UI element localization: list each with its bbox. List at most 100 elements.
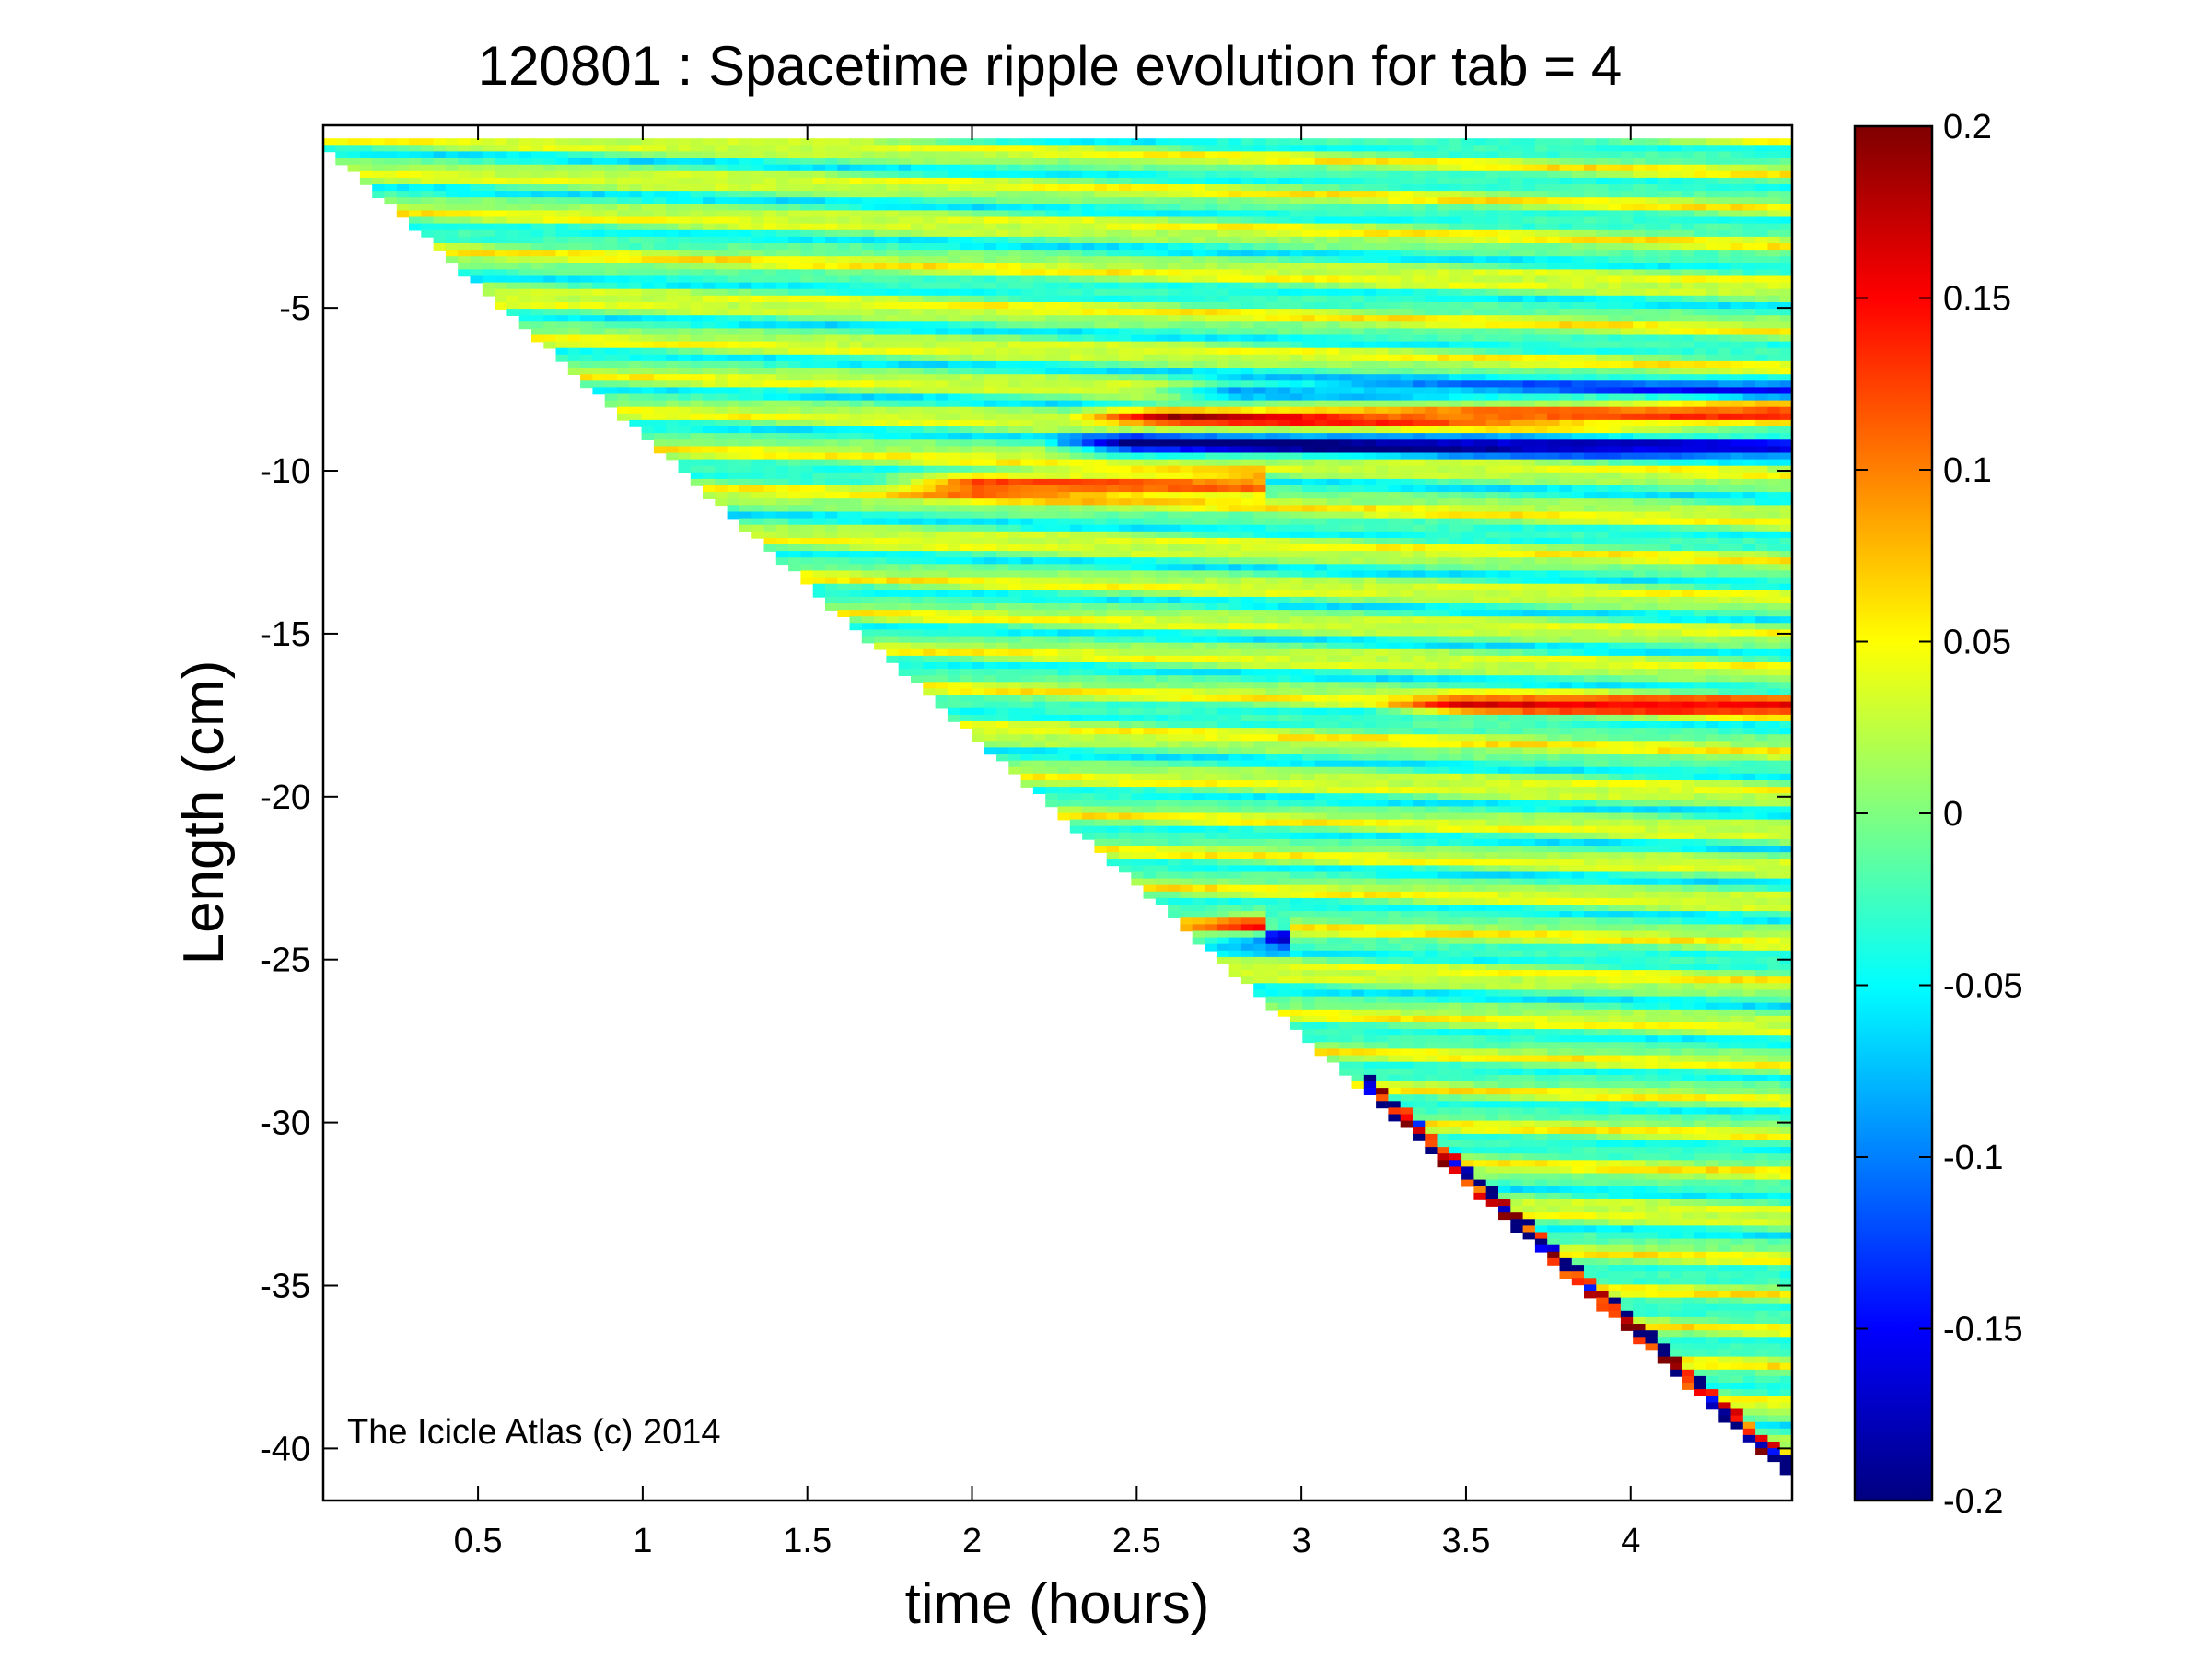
heatmap-cell xyxy=(1143,184,1157,192)
heatmap-cell xyxy=(1106,478,1120,486)
heatmap-cell xyxy=(1155,452,1169,461)
heatmap-cell xyxy=(984,275,997,284)
heatmap-cell xyxy=(911,216,925,225)
heatmap-cell xyxy=(1143,328,1157,336)
heatmap-cell xyxy=(1069,413,1083,421)
heatmap-cell xyxy=(935,406,949,415)
heatmap-cell xyxy=(739,177,752,185)
heatmap-cell xyxy=(690,236,704,244)
heatmap-cell xyxy=(825,531,839,539)
heatmap-cell xyxy=(775,243,789,251)
heatmap-cell xyxy=(1082,610,1096,617)
heatmap-cell xyxy=(543,334,557,343)
heatmap-cell xyxy=(1119,380,1133,389)
heatmap-cell xyxy=(1106,419,1120,427)
heatmap-cell xyxy=(739,138,752,146)
heatmap-cell xyxy=(1205,616,1218,625)
heatmap-cell xyxy=(666,151,680,159)
heatmap-cell xyxy=(641,406,655,415)
heatmap-cell xyxy=(911,374,925,382)
heatmap-cell xyxy=(1205,675,1218,683)
heatmap-cell xyxy=(886,636,900,644)
heatmap-cell xyxy=(1082,734,1096,742)
heatmap-cell xyxy=(567,368,581,375)
heatmap-cell xyxy=(984,623,997,631)
heatmap-cell xyxy=(739,465,752,473)
heatmap-cell xyxy=(1168,295,1182,303)
heatmap-cell xyxy=(1020,669,1034,676)
heatmap-cell xyxy=(861,583,875,591)
heatmap-cell xyxy=(1119,819,1133,827)
heatmap-cell xyxy=(775,256,789,264)
heatmap-cell xyxy=(482,256,495,264)
heatmap-cell xyxy=(1192,812,1205,821)
heatmap-cell xyxy=(1205,937,1218,945)
heatmap-cell xyxy=(947,328,960,336)
heatmap-cell xyxy=(641,321,655,330)
heatmap-cell xyxy=(1217,682,1230,690)
heatmap-cell xyxy=(1192,328,1205,336)
heatmap-cell xyxy=(1217,419,1230,427)
heatmap-cell xyxy=(1168,754,1182,762)
heatmap-cell xyxy=(1205,341,1218,349)
heatmap-cell xyxy=(947,433,960,440)
heatmap-cell xyxy=(458,250,472,257)
heatmap-cell xyxy=(715,164,728,172)
heatmap-cell xyxy=(703,263,716,271)
heatmap-cell xyxy=(1131,537,1145,545)
heatmap-cell xyxy=(1069,393,1083,402)
heatmap-cell xyxy=(567,191,581,198)
heatmap-cell xyxy=(1205,728,1218,735)
heatmap-cell xyxy=(972,439,985,448)
heatmap-cell xyxy=(837,295,851,303)
heatmap-cell xyxy=(837,341,851,349)
heatmap-cell xyxy=(960,623,973,631)
heatmap-cell xyxy=(1094,426,1108,434)
heatmap-cell xyxy=(1168,204,1182,212)
heatmap-cell xyxy=(580,302,594,310)
heatmap-cell xyxy=(825,210,839,218)
heatmap-cell xyxy=(1106,138,1120,146)
heatmap-cell xyxy=(923,544,937,552)
heatmap-cell xyxy=(800,524,814,532)
heatmap-cell xyxy=(727,419,740,427)
heatmap-cell xyxy=(935,551,949,558)
heatmap-cell xyxy=(1094,288,1108,297)
heatmap-cell xyxy=(972,590,985,598)
heatmap-cell xyxy=(1069,655,1083,663)
heatmap-cell xyxy=(384,184,398,192)
heatmap-cell xyxy=(1032,413,1046,421)
heatmap-cell xyxy=(1094,164,1108,172)
heatmap-cell xyxy=(947,229,960,238)
heatmap-cell xyxy=(960,439,973,448)
heatmap-cell xyxy=(1057,655,1071,663)
heatmap-cell xyxy=(1205,360,1218,368)
heatmap-cell xyxy=(960,544,973,552)
heatmap-cell xyxy=(739,263,752,271)
heatmap-cell xyxy=(1106,223,1120,231)
heatmap-cell xyxy=(1240,551,1254,558)
heatmap-cell xyxy=(653,210,667,218)
heatmap-cell xyxy=(800,191,814,198)
heatmap-cell xyxy=(1240,472,1254,480)
heatmap-cell xyxy=(788,557,802,566)
heatmap-cell xyxy=(1069,819,1083,827)
heatmap-cell xyxy=(984,505,997,513)
heatmap-cell xyxy=(886,229,900,238)
heatmap-cell xyxy=(1020,472,1034,480)
heatmap-cell xyxy=(788,282,802,290)
heatmap-cell xyxy=(947,256,960,264)
heatmap-cell xyxy=(592,309,606,316)
heatmap-cell xyxy=(421,164,435,172)
heatmap-cell xyxy=(972,472,985,480)
heatmap-cell xyxy=(666,295,680,303)
heatmap-cell xyxy=(825,243,839,251)
heatmap-cell xyxy=(715,138,728,146)
heatmap-cell xyxy=(715,177,728,185)
heatmap-cell xyxy=(1240,315,1254,323)
heatmap-cell xyxy=(972,669,985,676)
heatmap-cell xyxy=(727,204,740,212)
heatmap-cell xyxy=(678,387,692,395)
heatmap-cell xyxy=(1155,478,1169,486)
heatmap-cell xyxy=(1192,859,1205,867)
